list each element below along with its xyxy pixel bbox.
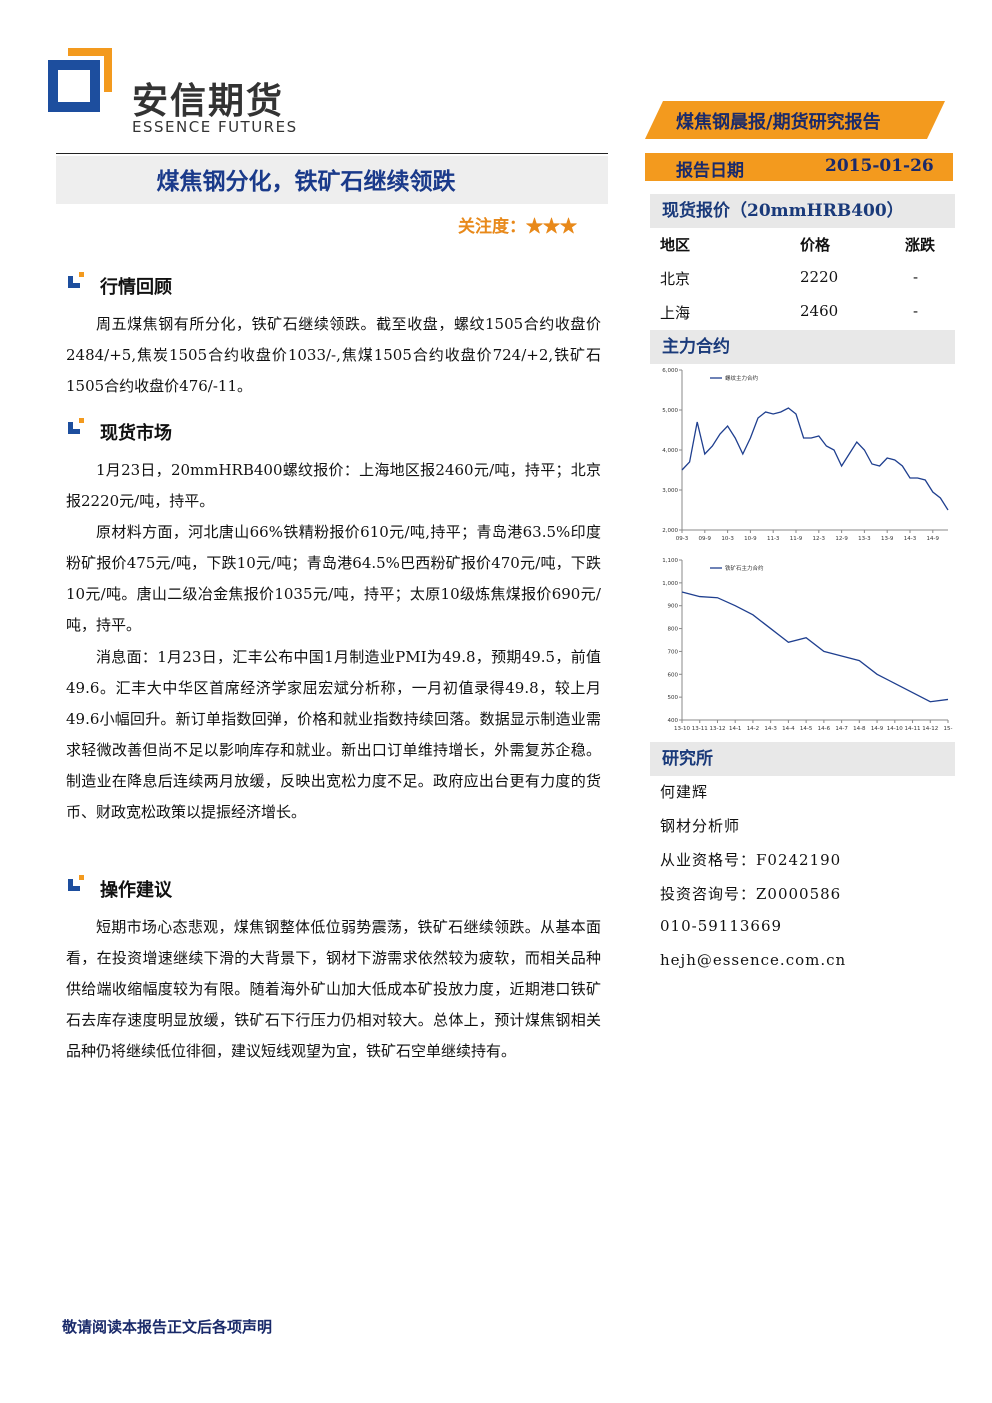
table-cell: 北京 (660, 270, 691, 288)
date-label: 报告日期 (676, 161, 744, 181)
x-tick-label: 14-3 (764, 726, 777, 732)
x-tick-label: 14-5 (800, 726, 813, 732)
x-tick-label: 11-3 (767, 536, 780, 542)
y-tick-label: 500 (668, 695, 679, 701)
y-tick-label: 4,000 (662, 448, 678, 454)
contracts-heading: 主力合约 (650, 330, 955, 364)
title: 煤焦钢分化，铁矿石继续领跌 (156, 168, 456, 195)
x-tick-label: 14-8 (853, 726, 866, 732)
research-line: 投资咨询号：Z0000586 (660, 885, 842, 903)
section-heading: 现货市场 (100, 423, 172, 444)
table-cell: - (913, 302, 919, 320)
title-bg (56, 156, 608, 204)
y-tick-label: 6,000 (662, 368, 678, 374)
spot-heading: 现货报价（20mmHRB400） (650, 194, 955, 228)
y-tick-label: 800 (668, 627, 679, 633)
x-tick-label: 11-9 (790, 536, 803, 542)
research-line: 何建辉 (660, 783, 709, 801)
x-tick-label: 10-9 (744, 536, 757, 542)
chart: 400 500 600 700 800 900 1,000 1,100 13-10 13-11 13… (662, 558, 953, 732)
x-tick-label: 14-6 (818, 726, 831, 732)
section-heading: 行情回顾 (100, 277, 172, 298)
date: 2015-01-26 (825, 156, 934, 176)
table-cell: 上海 (660, 304, 691, 322)
x-tick-label: 12-9 (835, 536, 848, 542)
report-type-banner (645, 101, 945, 139)
title-rule (56, 153, 608, 154)
y-tick-label: 3,000 (662, 488, 678, 494)
x-tick-label: 13-12 (709, 726, 725, 732)
x-tick-label: 14-2 (747, 726, 759, 732)
research-heading: 研究所 (650, 742, 955, 776)
y-tick-label: 5,000 (662, 408, 678, 414)
section-icon (68, 272, 84, 288)
table-cell: 2220 (800, 268, 839, 286)
y-tick-label: 2,000 (662, 528, 678, 534)
x-tick-label: 13-3 (858, 536, 871, 542)
x-tick-label: 14-12 (922, 726, 938, 732)
x-tick-label: 09-9 (699, 536, 712, 542)
legend-label: 螺纹主力合约 (725, 374, 759, 382)
x-tick-label: 13-10 (674, 726, 690, 732)
attention: 关注度：★★★ (458, 217, 577, 237)
x-tick-label: 14-11 (905, 726, 921, 732)
paragraph: 消息面：1月23日，汇丰公布中国1月制造业PMI为49.8，预期49.5，前值4… (66, 648, 601, 821)
date-bar (645, 153, 953, 181)
legend-label: 铁矿石主力合约 (725, 564, 764, 572)
x-tick-label: 14-7 (835, 726, 848, 732)
x-tick-label: 10-3 (721, 536, 734, 542)
research-line: 从业资格号：F0242190 (660, 851, 842, 869)
y-tick-label: 700 (668, 649, 679, 655)
line-series (681, 407, 949, 511)
table-cell: 2460 (800, 302, 839, 320)
table-header: 地区 (660, 236, 691, 254)
section-heading: 操作建议 (100, 880, 172, 901)
paragraph: 原材料方面，河北唐山66%铁精粉报价610元/吨,持平；青岛港63.5%印度粉矿… (66, 523, 601, 634)
x-tick-label: 13-9 (881, 536, 894, 542)
section-icon (68, 418, 84, 434)
x-tick-label: 09-3 (676, 536, 689, 542)
logo-icon (48, 48, 112, 112)
section-icon (68, 875, 84, 891)
x-tick-label: 14-1 (729, 726, 741, 732)
x-tick-label: 14-10 (887, 726, 903, 732)
y-tick-label: 600 (668, 672, 679, 678)
x-tick-label: 12-3 (813, 536, 826, 542)
x-tick-label: 13-11 (692, 726, 708, 732)
x-tick-label: 14-4 (782, 726, 795, 732)
y-tick-label: 1,100 (662, 558, 678, 564)
line-series (681, 591, 949, 703)
table-header: 涨跌 (905, 236, 936, 254)
y-tick-label: 1,000 (662, 581, 678, 587)
chart: 2,000 3,000 4,000 5,000 6,000 09-3 09-9 10-3 10-… (662, 368, 949, 542)
x-tick-label: 15- (944, 726, 953, 732)
paragraph: 1月23日，20mmHRB400螺纹报价：上海地区报2460元/吨，持平；北京报… (66, 461, 601, 510)
research-line: 010-59113669 (660, 917, 783, 935)
footer: 敬请阅读本报告正文后各项声明 (62, 1318, 273, 1336)
y-tick-label: 400 (668, 718, 679, 724)
paragraph: 短期市场心态悲观，煤焦钢整体低位弱势震荡，铁矿石继续领跌。从基本面看，在投资增速… (66, 918, 601, 1060)
research-line: 钢材分析师 (660, 817, 741, 835)
x-tick-label: 14-3 (904, 536, 917, 542)
x-tick-label: 14-9 (871, 726, 884, 732)
logo-en: ESSENCE FUTURES (132, 118, 298, 136)
logo-cn: 安信期货 (132, 81, 285, 122)
paragraph: 周五煤焦钢有所分化，铁矿石继续领跌。截至收盘，螺纹1505合约收盘价2484/+… (66, 315, 601, 395)
table-cell: - (913, 268, 919, 286)
table-header: 价格 (800, 236, 831, 254)
research-line: hejh@essence.com.cn (660, 951, 847, 969)
report-type: 煤焦钢晨报/期货研究报告 (676, 112, 881, 133)
y-tick-label: 900 (668, 604, 679, 610)
x-tick-label: 14-9 (927, 536, 940, 542)
